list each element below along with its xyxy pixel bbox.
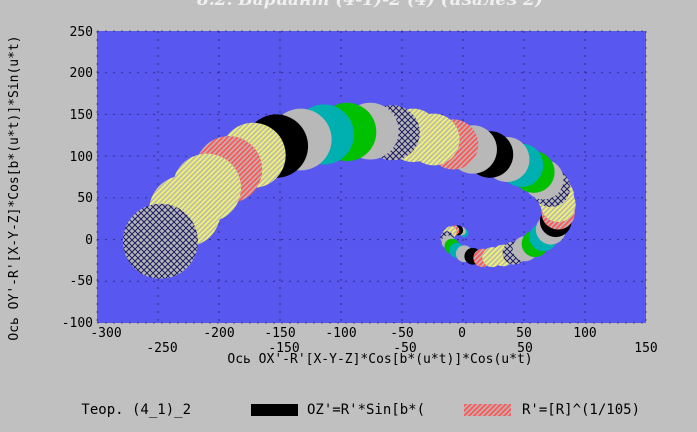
- y-tick-label: 0: [85, 233, 93, 248]
- y-tick-label: 150: [70, 108, 93, 123]
- x-axis-label: Ось OX'-R'[X-Y-Z]*Cos[b*(u*t)]*Cos(u*t): [227, 352, 532, 367]
- x-tick-label: -200: [203, 326, 234, 341]
- legend-label: OZ'=R'*Sin[b*(: [307, 402, 425, 418]
- y-tick-label: -100: [62, 316, 93, 331]
- legend-label: R'=[R]^(1/105): [522, 402, 640, 418]
- legend-label: Teop. (4_1)_2: [81, 402, 191, 418]
- x-tick-label: -100: [325, 326, 356, 341]
- x-tick-label: 0: [458, 326, 466, 341]
- x-tick-label: 100: [573, 326, 596, 341]
- y-tick-label: 50: [77, 191, 93, 206]
- x-tick-label: -150: [264, 326, 295, 341]
- y-tick-label: -50: [70, 274, 93, 289]
- legend-swatch-black: [251, 404, 298, 416]
- legend-swatch-red-hatch: [464, 404, 511, 416]
- x-tick-label: 150: [634, 341, 657, 356]
- chart-title: 8.2. Вариант (4-1)-2 (4) (изалез 2): [196, 0, 543, 10]
- y-tick-label: 100: [70, 150, 93, 165]
- x-tick-label: -50: [393, 341, 416, 356]
- x-tick-label: -300: [90, 326, 121, 341]
- y-tick-label: 250: [70, 25, 93, 40]
- y-axis-label: Ось OY'-R'[X-Y-Z]*Cos[b*(u*t)]*Sin(u*t): [7, 35, 22, 340]
- x-tick-label: -150: [268, 341, 299, 356]
- data-points: [122, 102, 576, 279]
- x-tick-label: -50: [390, 326, 413, 341]
- x-tick-label: -250: [146, 341, 177, 356]
- x-tick-label: 50: [517, 341, 533, 356]
- y-tick-label: 200: [70, 66, 93, 81]
- x-tick-label: 50: [516, 326, 532, 341]
- data-point-disk: [122, 203, 198, 279]
